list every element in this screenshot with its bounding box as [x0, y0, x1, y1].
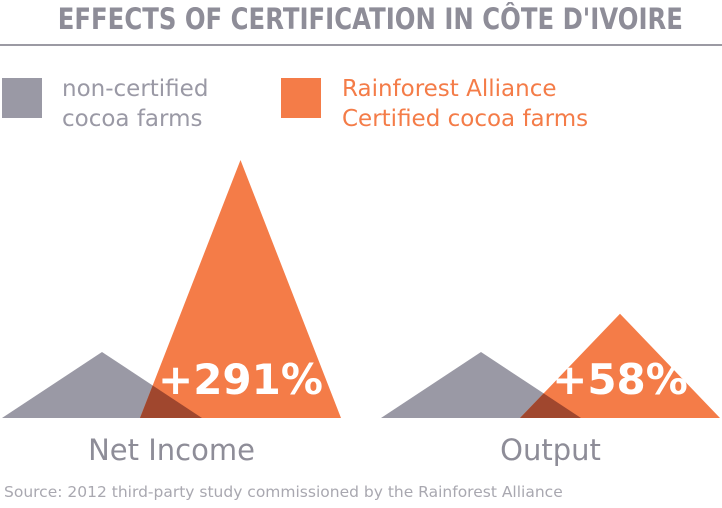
net-income-category-label: Net Income — [88, 433, 255, 467]
legend-label-line: cocoa farms — [62, 106, 203, 132]
title-divider — [0, 44, 722, 46]
legend-label-line: Rainforest Alliance — [342, 76, 557, 102]
output-change-label: +58% — [552, 355, 688, 404]
output-certified-peak — [520, 313, 720, 418]
legend-label-certified: Rainforest Alliance Certified cocoa farm… — [342, 74, 588, 134]
legend-swatch-certified — [281, 78, 321, 118]
legend-label-non-certified: non-certified cocoa farms — [62, 74, 208, 134]
net-income-change-label: +291% — [158, 355, 323, 404]
output-category-label: Output — [500, 433, 601, 467]
certification-effects-chart: +291% Net Income +58% Output — [2, 160, 720, 467]
legend-label-line: non-certified — [62, 76, 209, 102]
legend-swatch-non-certified — [2, 78, 42, 118]
output-non-certified-peak — [381, 352, 581, 418]
net-income-overlap — [140, 385, 202, 418]
net-income-certified-peak — [140, 160, 341, 418]
output-overlap — [520, 393, 581, 418]
source-note: Source: 2012 third-party study commissio… — [4, 483, 563, 501]
legend-label-line: Certified cocoa farms — [342, 106, 589, 132]
chart-title: EFFECTS OF CERTIFICATION IN CÔTE D'IVOIR… — [57, 2, 683, 36]
